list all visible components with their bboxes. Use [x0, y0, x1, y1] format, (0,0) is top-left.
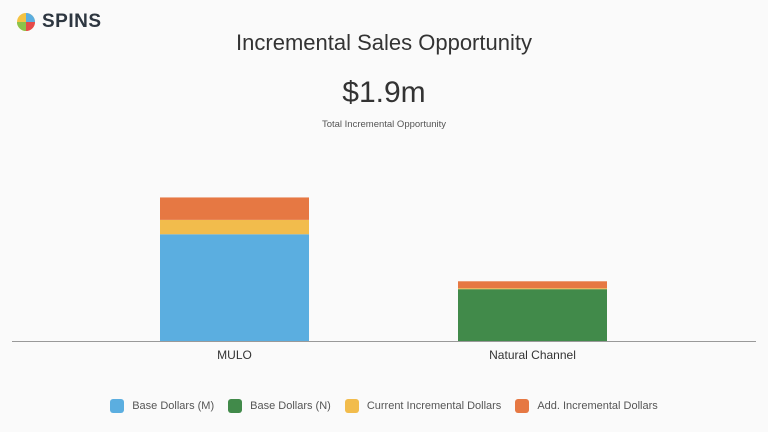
bar-segment-natural-channel-3	[458, 281, 607, 289]
bar-segment-mulo-3	[160, 197, 309, 220]
kpi-label: Total Incremental Opportunity	[321, 119, 447, 130]
bar-segment-mulo-2	[160, 219, 309, 235]
legend-item[interactable]: Current Incremental Dollars	[344, 399, 502, 413]
bar-segment-mulo-0	[160, 234, 309, 341]
bar-segment-natural-channel-1	[458, 289, 607, 341]
legend-swatch	[344, 399, 359, 413]
legend-label: Add. Incremental Dollars	[537, 400, 658, 412]
kpi-value: $1.9m	[342, 76, 426, 109]
legend-label: Current Incremental Dollars	[366, 400, 502, 412]
chart-title: Incremental Sales Opportunity	[236, 30, 532, 55]
legend-item[interactable]: Add. Incremental Dollars	[515, 399, 658, 413]
legend-swatch	[110, 399, 125, 413]
logo-text: SPINS	[42, 11, 102, 32]
legend-item[interactable]: Base Dollars (N)	[228, 399, 331, 413]
spins-logo: SPINS	[14, 10, 102, 34]
bar-segment-natural-channel-2	[458, 288, 607, 290]
x-tick-label: MULO	[217, 348, 252, 362]
legend-swatch	[515, 399, 530, 413]
legend: Base Dollars (M) Base Dollars (N) Current …	[0, 399, 768, 413]
x-tick-label: Natural Channel	[489, 348, 576, 362]
legend-label: Base Dollars (N)	[250, 400, 331, 412]
spins-globe-icon	[17, 13, 35, 31]
legend-item[interactable]: Base Dollars (M)	[110, 399, 214, 413]
legend-swatch	[228, 399, 243, 413]
legend-label: Base Dollars (M)	[132, 400, 215, 412]
